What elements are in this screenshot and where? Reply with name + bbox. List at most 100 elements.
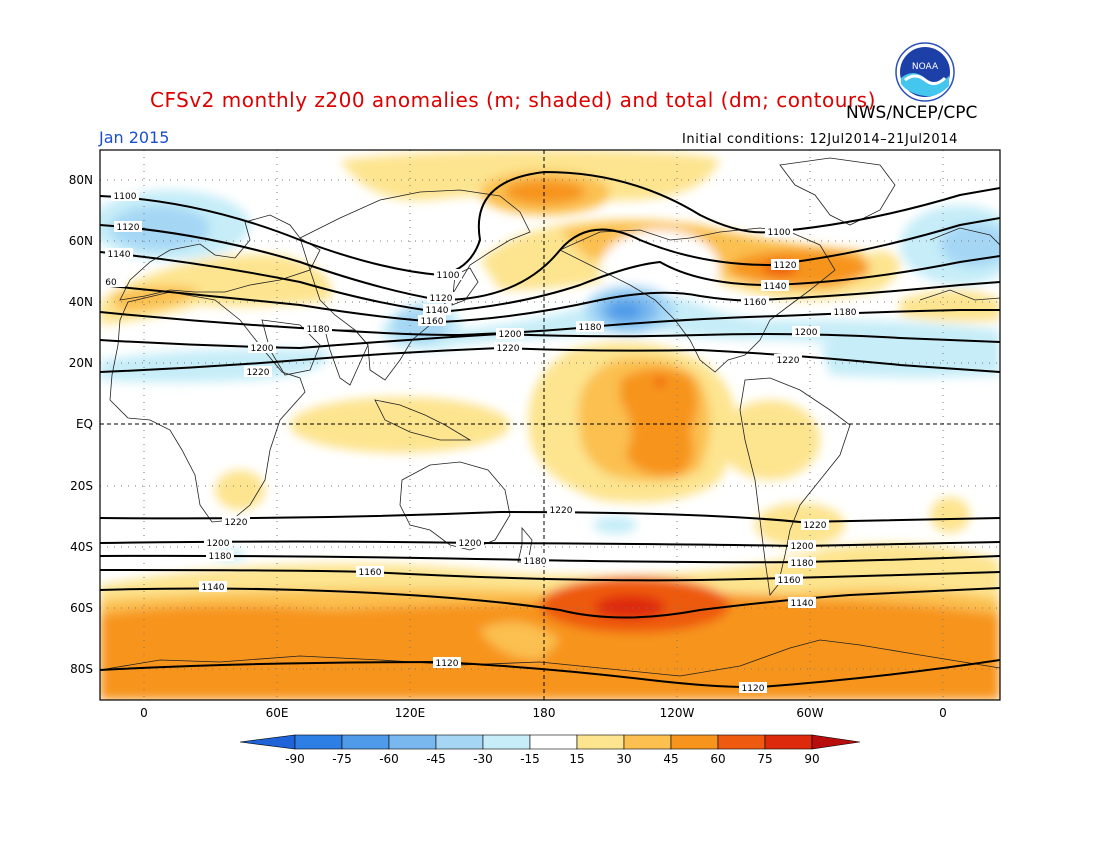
contour-label: 1220 — [550, 506, 573, 516]
lat-label: 40S — [70, 540, 93, 554]
svg-text:NOAA: NOAA — [912, 62, 939, 72]
contour-label-bg — [774, 354, 802, 365]
contour-label: 1120 — [742, 684, 765, 694]
shaded-anomalies — [100, 150, 1000, 700]
contour-label-bg — [792, 326, 820, 337]
contour-label: 1200 — [499, 330, 522, 340]
lat-label: 80S — [70, 662, 93, 676]
contour-label: 1180 — [579, 323, 602, 333]
contour-label-bg — [788, 597, 816, 608]
contour-label: 1180 — [524, 557, 547, 567]
contour-label-bg — [105, 248, 133, 259]
noaa-logo: NOAA — [895, 42, 955, 102]
contour-label-bg — [496, 328, 524, 339]
contour-label: 1160 — [744, 298, 767, 308]
contour-label-bg — [304, 323, 332, 334]
contour-label-bg — [775, 574, 803, 585]
colorbar-label: -15 — [520, 752, 540, 766]
contour-label-bg — [547, 504, 575, 515]
period-label: Jan 2015 — [99, 128, 170, 147]
contour-label-bg — [199, 581, 227, 592]
contour-label: 1220 — [247, 368, 270, 378]
contour-label-bg — [456, 537, 484, 548]
contour-label-bg — [356, 566, 384, 577]
initial-conditions-label: Initial conditions: 12Jul2014–21Jul2014 — [682, 132, 959, 147]
colorbar-swatch — [294, 734, 343, 750]
colorbar-swatch — [388, 734, 437, 750]
lon-label: 60W — [796, 706, 824, 720]
contour-label: 1120 — [436, 659, 459, 669]
contour-label: 1220 — [497, 344, 520, 354]
contour-1220-s — [100, 510, 1000, 524]
europe-coast — [119, 214, 321, 301]
contour-label: 1220 — [804, 521, 827, 531]
contour-label: 1180 — [307, 325, 330, 335]
contour-label: 1220 — [777, 356, 800, 366]
contour-label-bg — [494, 342, 522, 353]
contour-label: 1180 — [791, 559, 814, 569]
colorbar-label: 75 — [757, 752, 773, 766]
contour-label: 60 — [105, 278, 117, 288]
antarctica-coast — [100, 639, 1000, 677]
colorbar-swatch — [576, 734, 625, 750]
asia-coast-east — [919, 289, 1000, 301]
contour-label-bg — [114, 221, 142, 232]
lon-label: 120E — [394, 706, 426, 720]
grid-lines — [100, 150, 1000, 700]
lat-label: 80N — [68, 173, 93, 187]
contour-label: 1200 — [459, 539, 482, 549]
contour-1180-n — [100, 309, 1000, 337]
contour-label-bg — [788, 557, 816, 568]
contour-label-bg — [244, 366, 272, 377]
contour-label-bg — [206, 550, 234, 561]
contour-label-bg — [434, 269, 462, 280]
contour-label-bg — [831, 306, 859, 317]
contour-label: 1140 — [764, 282, 787, 292]
chart-title: CFSv2 monthly z200 anomalies (m; shaded)… — [150, 88, 876, 112]
colorbar-label: -75 — [332, 752, 352, 766]
australia-coast — [399, 461, 511, 551]
contour-label: 1140 — [108, 250, 131, 260]
contour-label: 1120 — [430, 294, 453, 304]
colorbar-label: 60 — [710, 752, 726, 766]
colorbar-swatch — [435, 734, 484, 750]
contour-label-bg — [521, 555, 549, 566]
colorbar-label: -30 — [473, 752, 493, 766]
maritime-coast — [374, 399, 472, 441]
contour-1140-s — [100, 587, 1000, 619]
contour-label-bg — [801, 519, 829, 530]
lon-label: 0 — [140, 706, 148, 720]
lon-label: 180 — [532, 706, 556, 720]
contour-label-bg — [741, 296, 769, 307]
contour-label: 1120 — [117, 223, 140, 233]
lat-label: 60S — [70, 601, 93, 615]
colorbar-swatch — [529, 734, 578, 750]
lat-label: 20S — [70, 479, 93, 493]
colorbar-swatch — [717, 734, 766, 750]
colorbar-label: -60 — [379, 752, 399, 766]
coastlines — [100, 157, 1000, 677]
contour-label-bg — [248, 342, 276, 353]
contour-label: 1120 — [774, 261, 797, 271]
contour-label: 1160 — [778, 576, 801, 586]
org-label: NWS/NCEP/CPC — [846, 103, 978, 123]
lat-label: 60N — [68, 234, 93, 248]
colorbar-label: -90 — [285, 752, 305, 766]
contour-label: 1140 — [426, 306, 449, 316]
contour-label: 1200 — [207, 539, 230, 549]
colorbar-swatch — [482, 734, 531, 750]
contour-label-bg — [427, 292, 455, 303]
contour-label-bg — [418, 315, 446, 326]
contour-label: 1200 — [251, 344, 274, 354]
contour-label-bg — [423, 304, 451, 315]
contour-1180-s — [100, 554, 1000, 564]
europe-coast-east — [929, 227, 1000, 246]
south-america-coast — [739, 377, 851, 596]
contour-label-bg — [100, 276, 125, 287]
contour-label-bg — [111, 190, 139, 201]
contour-label-bg — [222, 516, 250, 527]
contour-label-bg — [204, 537, 232, 548]
contour-label: 1100 — [114, 192, 137, 202]
lon-label: 120W — [659, 706, 695, 720]
contour-label: 1200 — [791, 542, 814, 552]
